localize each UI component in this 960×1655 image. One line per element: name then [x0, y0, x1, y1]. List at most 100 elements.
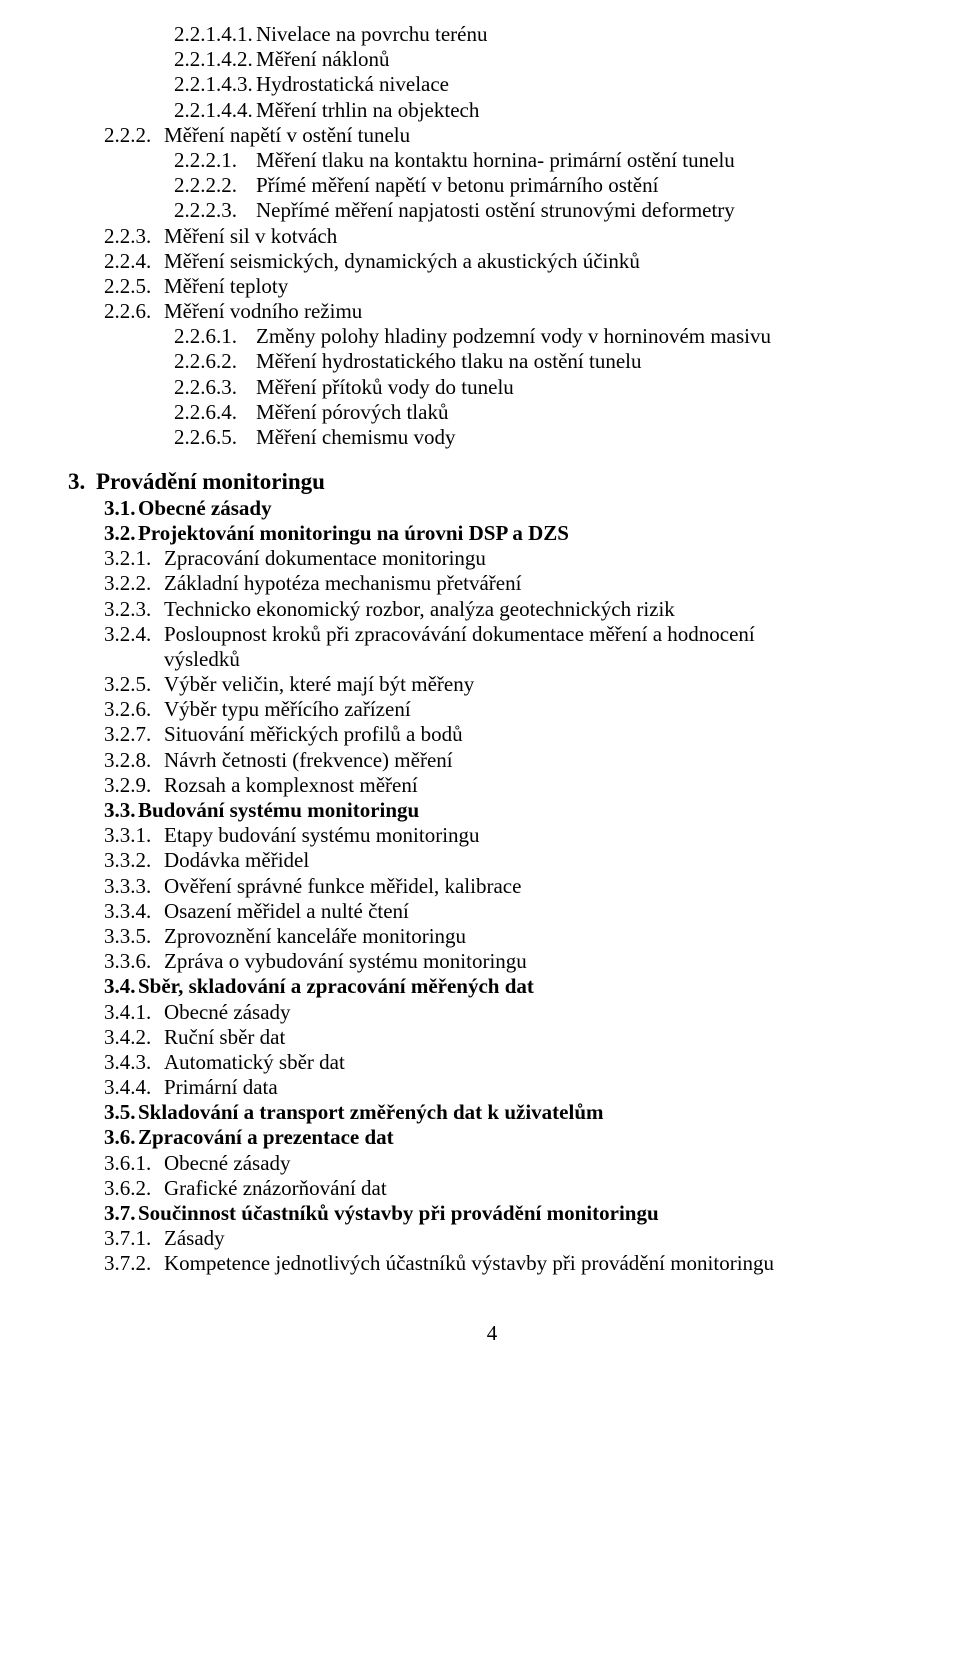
list-item: 3.2.9. Rozsah a komplexnost měření	[104, 773, 950, 798]
item-number: 2.2.1.4.2.	[174, 47, 256, 72]
item-number: 3.4.4.	[104, 1075, 164, 1100]
item-number: 3.4.3.	[104, 1050, 164, 1075]
list-item: 2.2.6.2. Měření hydrostatického tlaku na…	[174, 349, 950, 374]
item-text: Technicko ekonomický rozbor, analýza geo…	[164, 597, 950, 622]
item-text: Měření napětí v ostění tunelu	[164, 123, 950, 148]
list-item: 2.2.1.4.2. Měření náklonů	[174, 47, 950, 72]
item-number: 3.7.1.	[104, 1226, 164, 1251]
subheading: 3.5. Skladování a transport změřených da…	[104, 1100, 950, 1125]
item-number: 2.2.4.	[104, 249, 164, 274]
item-number: 3.2.9.	[104, 773, 164, 798]
list-item: 3.2.8. Návrh četnosti (frekvence) měření	[104, 748, 950, 773]
list-item: 2.2.5. Měření teploty	[104, 274, 950, 299]
list-item: 2.2.6.5. Měření chemismu vody	[174, 425, 950, 450]
heading-text: Provádění monitoringu	[96, 468, 950, 496]
list-item: 2.2.2. Měření napětí v ostění tunelu	[104, 123, 950, 148]
item-number: 2.2.1.4.1.	[174, 22, 256, 47]
item-text: Etapy budování systému monitoringu	[164, 823, 950, 848]
item-text: Měření hydrostatického tlaku na ostění t…	[256, 349, 950, 374]
item-number: 3.7.2.	[104, 1251, 164, 1276]
item-text: Posloupnost kroků při zpracovávání dokum…	[164, 622, 950, 647]
list-item: 2.2.6.1. Změny polohy hladiny podzemní v…	[174, 324, 950, 349]
list-item: 3.4.4. Primární data	[104, 1075, 950, 1100]
item-text: Zpráva o vybudování systému monitoringu	[164, 949, 950, 974]
list-item: 3.2.1. Zpracování dokumentace monitoring…	[104, 546, 950, 571]
item-text: Výběr typu měřícího zařízení	[164, 697, 950, 722]
item-text: Nivelace na povrchu terénu	[256, 22, 950, 47]
item-number: 3.6.1.	[104, 1151, 164, 1176]
item-text: Přímé měření napětí v betonu primárního …	[256, 173, 950, 198]
list-item: 2.2.6.4. Měření pórových tlaků	[174, 400, 950, 425]
item-text: Ověření správné funkce měřidel, kalibrac…	[164, 874, 950, 899]
item-text: Skladování a transport změřených dat k u…	[138, 1100, 950, 1125]
list-item: 3.6.1. Obecné zásady	[104, 1151, 950, 1176]
item-text: Součinnost účastníků výstavby při provád…	[138, 1201, 950, 1226]
heading-number: 3.	[68, 468, 96, 496]
item-text: Automatický sběr dat	[164, 1050, 950, 1075]
item-number: 3.5.	[104, 1100, 138, 1125]
list-item: 3.3.1. Etapy budování systému monitoring…	[104, 823, 950, 848]
item-text: Obecné zásady	[138, 496, 950, 521]
list-item: 3.2.7. Situování měřických profilů a bod…	[104, 722, 950, 747]
item-number: 3.4.1.	[104, 1000, 164, 1025]
item-number: 2.2.2.3.	[174, 198, 256, 223]
item-text: Zprovoznění kanceláře monitoringu	[164, 924, 950, 949]
list-item: 3.6.2. Grafické znázorňování dat	[104, 1176, 950, 1201]
subheading: 3.7. Součinnost účastníků výstavby při p…	[104, 1201, 950, 1226]
subheading: 3.6. Zpracování a prezentace dat	[104, 1125, 950, 1150]
list-item: 3.4.3. Automatický sběr dat	[104, 1050, 950, 1075]
item-text: Situování měřických profilů a bodů	[164, 722, 950, 747]
item-number: 3.3.3.	[104, 874, 164, 899]
list-item: 2.2.1.4.4. Měření trhlin na objektech	[174, 98, 950, 123]
item-text: Měření tlaku na kontaktu hornina- primár…	[256, 148, 950, 173]
list-item: 3.3.3. Ověření správné funkce měřidel, k…	[104, 874, 950, 899]
item-text: Výběr veličin, které mají být měřeny	[164, 672, 950, 697]
item-text: Měření teploty	[164, 274, 950, 299]
item-number: 2.2.2.1.	[174, 148, 256, 173]
item-number: 3.3.5.	[104, 924, 164, 949]
list-item: 3.4.1. Obecné zásady	[104, 1000, 950, 1025]
item-text: Rozsah a komplexnost měření	[164, 773, 950, 798]
item-number: 2.2.6.1.	[174, 324, 256, 349]
item-text: Obecné zásady	[164, 1151, 950, 1176]
list-item: 3.3.6. Zpráva o vybudování systému monit…	[104, 949, 950, 974]
item-text: Primární data	[164, 1075, 950, 1100]
item-text: Grafické znázorňování dat	[164, 1176, 950, 1201]
item-text: Měření vodního režimu	[164, 299, 950, 324]
item-text: Zpracování dokumentace monitoringu	[164, 546, 950, 571]
item-number: 3.2.4.	[104, 622, 164, 647]
list-item: 2.2.1.4.3. Hydrostatická nivelace	[174, 72, 950, 97]
list-item: 3.3.5. Zprovoznění kanceláře monitoringu	[104, 924, 950, 949]
item-text: Dodávka měřidel	[164, 848, 950, 873]
item-text: Zpracování a prezentace dat	[138, 1125, 950, 1150]
item-number: 3.2.5.	[104, 672, 164, 697]
item-number: 3.4.	[104, 974, 138, 999]
list-item: 3.2.5. Výběr veličin, které mají být měř…	[104, 672, 950, 697]
item-number: 3.2.8.	[104, 748, 164, 773]
subheading: 3.3. Budování systému monitoringu	[104, 798, 950, 823]
list-item: 3.2.3. Technicko ekonomický rozbor, anal…	[104, 597, 950, 622]
item-number: 2.2.2.2.	[174, 173, 256, 198]
item-text: Měření chemismu vody	[256, 425, 950, 450]
item-number: 2.2.1.4.4.	[174, 98, 256, 123]
list-item: 3.3.4. Osazení měřidel a nulté čtení	[104, 899, 950, 924]
item-text: Projektování monitoringu na úrovni DSP a…	[138, 521, 950, 546]
item-number: 3.3.2.	[104, 848, 164, 873]
item-number: 3.2.1.	[104, 546, 164, 571]
list-item: 2.2.6. Měření vodního režimu	[104, 299, 950, 324]
item-text: Ruční sběr dat	[164, 1025, 950, 1050]
item-text: Hydrostatická nivelace	[256, 72, 950, 97]
item-number: 3.2.7.	[104, 722, 164, 747]
item-number: 2.2.5.	[104, 274, 164, 299]
item-number: 2.2.6.4.	[174, 400, 256, 425]
item-number: 3.3.6.	[104, 949, 164, 974]
section-heading: 3. Provádění monitoringu	[68, 468, 950, 496]
item-number: 2.2.6.	[104, 299, 164, 324]
list-item: 2.2.1.4.1. Nivelace na povrchu terénu	[174, 22, 950, 47]
page-number: 4	[34, 1321, 950, 1346]
item-number: 3.4.2.	[104, 1025, 164, 1050]
item-text: Zásady	[164, 1226, 950, 1251]
item-number: 2.2.2.	[104, 123, 164, 148]
item-number: 2.2.6.3.	[174, 375, 256, 400]
list-item: 3.2.2. Základní hypotéza mechanismu přet…	[104, 571, 950, 596]
